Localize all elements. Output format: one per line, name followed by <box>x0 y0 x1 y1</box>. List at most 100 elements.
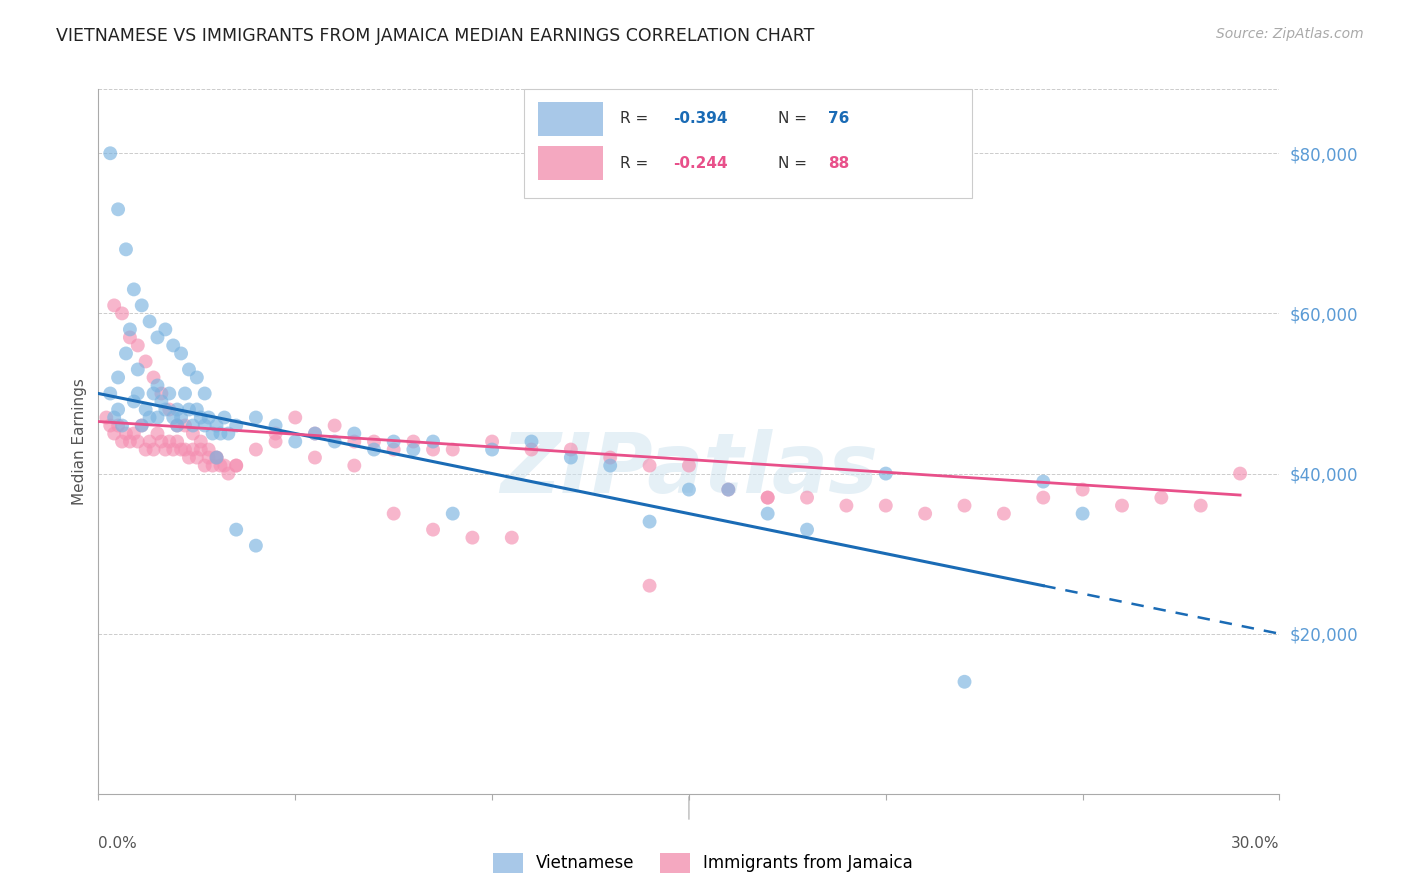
Point <box>520 434 543 449</box>
Point <box>107 202 129 217</box>
Point <box>638 579 661 593</box>
Point <box>501 531 523 545</box>
Point <box>1071 507 1094 521</box>
Point <box>115 346 138 360</box>
Point <box>115 243 138 257</box>
Point <box>560 450 582 465</box>
Point <box>150 394 173 409</box>
Point <box>174 442 197 457</box>
Point <box>225 523 247 537</box>
Point <box>166 418 188 433</box>
Point <box>122 394 145 409</box>
Point <box>245 442 267 457</box>
Point <box>146 330 169 344</box>
Point <box>638 515 661 529</box>
Text: Source: ZipAtlas.com: Source: ZipAtlas.com <box>1216 27 1364 41</box>
Point <box>127 362 149 376</box>
Text: 76: 76 <box>828 112 849 127</box>
Point <box>177 450 200 465</box>
Text: 88: 88 <box>828 156 849 170</box>
Point <box>1189 499 1212 513</box>
Point <box>103 410 125 425</box>
Point <box>363 442 385 457</box>
Point <box>209 426 232 441</box>
Point <box>217 426 239 441</box>
Text: VIETNAMESE VS IMMIGRANTS FROM JAMAICA MEDIAN EARNINGS CORRELATION CHART: VIETNAMESE VS IMMIGRANTS FROM JAMAICA ME… <box>56 27 814 45</box>
Point <box>245 539 267 553</box>
Point <box>107 418 129 433</box>
Point <box>382 434 405 449</box>
Point <box>190 434 212 449</box>
Point <box>245 410 267 425</box>
Point <box>142 370 165 384</box>
Point <box>162 442 184 457</box>
Text: -0.244: -0.244 <box>673 156 728 170</box>
Point <box>142 386 165 401</box>
Text: R =: R = <box>620 112 654 127</box>
Point <box>127 338 149 352</box>
Point <box>103 298 125 312</box>
Point <box>638 458 661 473</box>
Text: N =: N = <box>778 112 811 127</box>
Point <box>304 450 326 465</box>
Text: ZIPatlas: ZIPatlas <box>501 429 877 510</box>
Legend: Vietnamese, Immigrants from Jamaica: Vietnamese, Immigrants from Jamaica <box>486 847 920 880</box>
Point <box>157 402 180 417</box>
Point <box>205 450 228 465</box>
Point <box>796 523 818 537</box>
Point <box>135 442 157 457</box>
Point <box>166 418 188 433</box>
Point <box>197 442 219 457</box>
Point <box>155 442 177 457</box>
Point <box>481 434 503 449</box>
Point <box>107 370 129 384</box>
Point <box>382 442 405 457</box>
Point <box>205 450 228 465</box>
Point <box>323 434 346 449</box>
Point <box>205 450 228 465</box>
Point <box>1229 467 1251 481</box>
Point <box>170 346 193 360</box>
Point <box>217 467 239 481</box>
Point <box>111 306 134 320</box>
Point <box>103 426 125 441</box>
Point <box>1032 491 1054 505</box>
Point <box>363 434 385 449</box>
Point <box>264 426 287 441</box>
Point <box>678 458 700 473</box>
Point <box>98 418 121 433</box>
FancyBboxPatch shape <box>537 102 603 136</box>
Point <box>382 507 405 521</box>
Point <box>599 450 621 465</box>
Point <box>194 418 217 433</box>
Point <box>560 442 582 457</box>
Point <box>138 314 160 328</box>
Point <box>155 322 177 336</box>
Point <box>284 410 307 425</box>
Point <box>181 426 204 441</box>
Point <box>190 410 212 425</box>
Point <box>343 426 366 441</box>
Point <box>264 434 287 449</box>
Point <box>402 442 425 457</box>
Text: 30.0%: 30.0% <box>1232 836 1279 851</box>
Point <box>875 499 897 513</box>
Point <box>146 426 169 441</box>
Point <box>157 386 180 401</box>
Point <box>162 410 184 425</box>
Point <box>717 483 740 497</box>
Point <box>177 362 200 376</box>
Point <box>122 426 145 441</box>
Point <box>162 338 184 352</box>
Point <box>138 410 160 425</box>
Y-axis label: Median Earnings: Median Earnings <box>72 378 87 505</box>
Point <box>343 458 366 473</box>
Point <box>96 410 118 425</box>
Point <box>135 402 157 417</box>
Point <box>122 282 145 296</box>
Point <box>174 418 197 433</box>
Point <box>197 450 219 465</box>
Point <box>835 499 858 513</box>
Point <box>756 491 779 505</box>
Point <box>131 418 153 433</box>
